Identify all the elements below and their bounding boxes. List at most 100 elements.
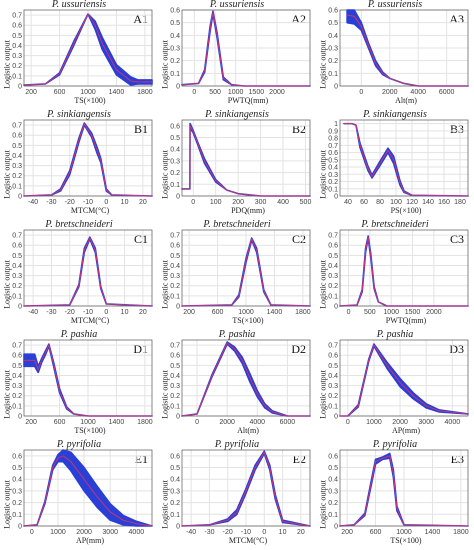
y-tick-label: 0.4 — [328, 263, 338, 270]
x-tick-label: 1800 — [295, 309, 311, 316]
x-tick-label: 100 — [210, 199, 222, 206]
panel-title: P. sinkiangensis — [205, 109, 269, 120]
plot-area: 200 600 1000 1400 1800 0 0.1 0.2 0.3 0.4 0.5 0.6 0.7 — [12, 339, 153, 426]
panel-title: P. ussuriensis — [209, 0, 265, 10]
y-tick-label: 0.5 — [328, 363, 338, 370]
x-tick-label: -40 — [28, 199, 38, 206]
y-axis-label: Logistic output — [2, 150, 12, 199]
y-tick-label: 0.8 — [328, 136, 338, 143]
y-tick-label: 0.2 — [170, 393, 180, 400]
x-tick-label: -30 — [46, 199, 56, 206]
x-tick-label: 200 — [25, 419, 37, 426]
series-line — [339, 237, 468, 307]
y-tick-label: 0.2 — [328, 393, 338, 400]
chart-panel-A3: P. ussuriensis A3 Logistic output Alt(m) 0 20… — [316, 0, 474, 110]
x-tick-label: 1000 — [80, 89, 96, 96]
x-axis-label: PS(×100) — [390, 206, 422, 215]
y-tick-label: 0.2 — [12, 283, 22, 290]
panel-title: P. pashia — [60, 329, 98, 340]
x-tick-label: -20 — [223, 529, 233, 536]
x-axis-label: PWTQ(mm) — [227, 96, 269, 105]
series-band — [181, 341, 311, 417]
x-tick-label: -40 — [186, 529, 196, 536]
plot-area: 0 100 200 300 400 500 0 0.1 0.2 0.3 0.4 0.5 0.6 — [170, 119, 311, 206]
x-tick-label: 2000 — [76, 529, 92, 536]
x-tick-label: 0 — [104, 199, 108, 206]
plot-frame — [181, 449, 311, 527]
x-tick-label: 0 — [359, 89, 363, 96]
y-tick-label: 0.5 — [170, 253, 180, 260]
x-tick-label: 6000 — [280, 419, 296, 426]
panel-title: P. pashia — [218, 329, 256, 340]
y-tick-label: 0.1 — [170, 403, 180, 410]
chart-panel-D3: P. pashia D3 Logistic output AP(mm) 0 1000 200… — [316, 329, 474, 440]
plot-area: 0 500 1000 1500 2000 0 0.1 0.2 0.3 0.4 0.5 0.6 — [170, 8, 311, 96]
panel-title: P. pashia — [376, 329, 414, 340]
y-tick-label: 0 — [176, 304, 180, 311]
x-tick-label: 0 — [195, 419, 199, 426]
y-axis-label: Logistic output — [318, 150, 328, 199]
series-line — [23, 455, 153, 527]
plot-frame — [23, 449, 153, 527]
y-tick-label: 0.7 — [328, 343, 338, 350]
y-tick-label: 0.2 — [170, 283, 180, 290]
y-tick-label: 0.6 — [170, 453, 180, 460]
y-tick-label: 0.2 — [12, 500, 22, 507]
x-axis-label: TS(×100) — [74, 426, 106, 435]
plot-frame — [339, 119, 469, 197]
y-tick-label: 0.6 — [170, 353, 180, 360]
x-tick-label: 2000 — [219, 419, 235, 426]
y-tick-label: 0.3 — [170, 158, 180, 165]
x-tick-label: 1500 — [405, 309, 421, 316]
y-tick-label: 0.5 — [328, 157, 338, 164]
plot-area: -40 -30 -20 -10 0 10 20 0 0.1 0.2 0.3 0.4 0.5 0.6 0.7 — [12, 119, 153, 206]
y-tick-label: 0.4 — [328, 33, 338, 40]
y-tick-label: 0.4 — [12, 43, 22, 50]
x-tick-label: -10 — [241, 529, 251, 536]
x-tick-label: 200 — [25, 89, 37, 96]
x-tick-label: 0 — [262, 529, 266, 536]
x-tick-label: 6000 — [439, 89, 455, 96]
y-tick-label: 0.3 — [12, 163, 22, 170]
y-axis-label: Logistic output — [318, 260, 328, 309]
x-tick-label: 10 — [121, 199, 129, 206]
x-tick-label: 0 — [346, 419, 350, 426]
plot-area: -40 -30 -20 -10 0 10 20 0 0.1 0.2 0.3 0.4 0.5 0.6 — [170, 449, 311, 536]
y-tick-label: 0.7 — [328, 143, 338, 150]
y-tick-label: 0 — [176, 524, 180, 531]
x-tick-label: 180 — [454, 199, 466, 206]
y-tick-label: 0.4 — [328, 165, 338, 172]
series-band — [181, 122, 311, 197]
y-tick-label: 0.5 — [12, 363, 22, 370]
plot-frame — [339, 339, 469, 417]
y-tick-label: 0 — [334, 194, 338, 201]
y-tick-label: 0.5 — [328, 465, 338, 472]
chart-panel-D1: P. pashia D1 Logistic output TS(×100) 200 600… — [0, 329, 158, 440]
x-tick-label: 600 — [54, 419, 66, 426]
x-tick-label: 1000 — [366, 419, 382, 426]
chart-panel-B2: P. sinkiangensis B2 Logistic output PDQ(mm)… — [158, 109, 316, 220]
series-line — [181, 342, 310, 417]
y-axis-label: Logistic output — [2, 260, 12, 309]
chart-panel-A2: P. ussuriensis A2 Logistic output PWTQ(mm) 0… — [158, 0, 316, 110]
x-axis-label: MTCM(°C) — [70, 206, 110, 215]
x-tick-label: 1800 — [137, 89, 153, 96]
x-tick-label: 0 — [192, 89, 196, 96]
x-tick-label: 500 — [364, 309, 376, 316]
series-line — [347, 14, 468, 87]
y-tick-label: 0 — [18, 194, 22, 201]
plot-area: 200 600 1000 1400 1800 0 0.1 0.2 0.3 0.4 0.5 0.6 0.7 — [12, 9, 153, 96]
y-tick-label: 0 — [18, 84, 22, 91]
y-tick-label: 0.1 — [328, 512, 338, 519]
y-tick-label: 0.2 — [12, 63, 22, 70]
y-tick-label: 0.1 — [170, 512, 180, 519]
x-axis-label: PDQ(mm) — [231, 206, 265, 215]
y-tick-label: 0 — [176, 414, 180, 421]
x-axis-label: MTCM(°C) — [228, 536, 268, 545]
plot-frame — [339, 229, 469, 307]
x-axis-label: Alt(m) — [237, 426, 259, 435]
y-tick-label: 0.4 — [170, 263, 180, 270]
chart-panel-E3: P. pyrifolia E3 Logistic output TS(×100) 200… — [316, 439, 474, 550]
x-tick-label: 1800 — [453, 529, 469, 536]
y-tick-label: 0.4 — [12, 477, 22, 484]
